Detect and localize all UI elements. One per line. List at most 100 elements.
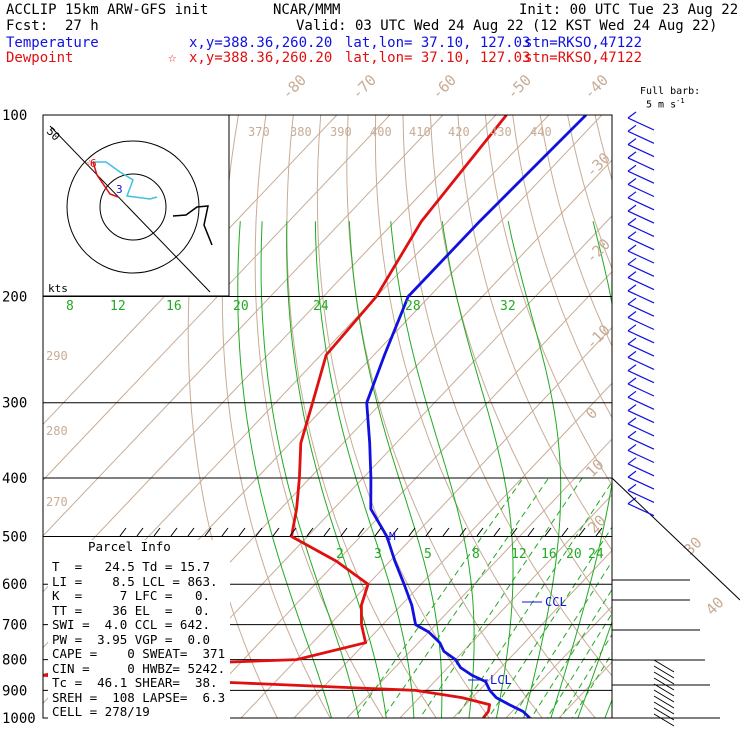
center-label: NCAR/MMM [273,2,341,18]
theta-label: 290 [46,349,68,363]
pressure-tick-label: 300 [2,396,27,412]
dry-adiabat-line [402,115,612,677]
dry-adiabat-line [512,115,612,419]
hatch-mark [221,527,229,537]
parcel-row: T = 24.5 Td = 15.7 [52,559,211,574]
dry-adiabat-line [221,115,331,718]
dry-adiabat-line [623,115,740,731]
hodograph-trace-lower [92,161,119,198]
wind-barb [627,330,655,344]
dewpoint-xy: x,y=388.36,260.20 [189,50,333,66]
wind-barb-flag [627,390,637,398]
hodograph-mark: 6 [90,157,97,170]
isotherm-label: -50 [503,71,535,103]
theta-label: 380 [290,125,312,139]
temperature-profile [365,115,587,718]
hatch-mark [476,527,484,537]
dry-adiabat-line [732,115,740,731]
wind-barb [627,503,655,517]
theta-label: 440 [530,125,552,139]
barb-legend-unit: 5 m s-1 [646,96,685,110]
dry-adiabat-line [254,115,384,718]
wind-barb-low [653,695,675,709]
parcel-row: LI = 8.5 LCL = 863. [52,573,218,589]
isotherm-label: -10 [582,321,614,353]
wind-barb [627,449,655,464]
theta-label: 430 [490,125,512,139]
wind-barb-low [653,659,675,673]
wind-barb-flag [627,470,637,478]
dry-adiabat-line [594,115,612,182]
mixing-ratio-label: 32 [500,299,516,314]
wind-barb-low [653,677,675,691]
wind-barb [627,210,655,224]
wind-barb-low [653,707,675,721]
wind-barb-flag [627,497,637,505]
wind-barb [627,463,655,477]
wind-barb-flag [627,178,637,185]
mixing-ratio-line [419,477,583,718]
isotherm-line [558,661,612,718]
hatch-mark [289,527,297,537]
wind-barb-flag [627,284,637,292]
wind-barb [627,130,655,144]
wind-barb [627,410,655,424]
isotherm-label: -30 [582,149,614,181]
wind-barb-flag [627,124,637,132]
isotherm-label: -70 [348,71,380,103]
wind-barb-flag [627,271,637,279]
isotherm-label: -80 [278,71,310,103]
hatch-mark [425,527,433,537]
wind-barb-flag [627,231,637,239]
wind-barb-flag [627,204,637,212]
wind-barb [627,396,655,410]
wind-barb [627,476,655,490]
temperature-latlon: lat,lon= 37.10, 127.03 [345,35,531,51]
wind-barb [627,237,655,251]
dry-adiabat-line [316,115,490,718]
hatch-mark [442,527,450,537]
wind-barb-flag [627,404,637,412]
mixing-ratio-line [382,477,550,718]
isotherm-label: -60 [428,71,460,103]
lcl-label: LCL [490,673,512,687]
hatch-mark [561,527,569,537]
isotherm-line [346,438,612,718]
wind-barb [627,489,655,503]
ccl-label: CCL [545,595,567,609]
isotherm-label: -40 [580,71,612,103]
hatch-mark [170,527,178,537]
wind-barb-flag [627,430,637,438]
forecast-hour: 27 h [65,18,99,34]
moist-adiabat-line [604,698,612,718]
hatch-mark [578,527,586,537]
parcel-row: CELL = 278/19 [52,704,150,719]
wind-barb [627,356,655,370]
wind-barb-flag [627,244,637,252]
mixing-ratio-label: 8 [66,299,74,314]
moist-adiabat-line [441,221,514,718]
side-guide-line [611,477,740,601]
dry-adiabat-line [484,115,612,487]
wind-barb-flag [627,457,637,465]
hatch-mark [272,527,280,537]
temperature-xy: x,y=388.36,260.20 [189,35,333,51]
mixing-ratio-label: 24 [588,547,604,562]
hatch-mark [595,527,603,537]
wind-barb [627,263,655,277]
hatch-mark [323,527,331,537]
wind-barb-flag [627,217,637,225]
mixing-ratio-line [455,481,612,718]
wind-barb-flag [627,151,637,159]
wind-barb [627,117,655,131]
wind-barb-flag [627,377,637,385]
dry-adiabat-line [429,115,612,615]
init-time: Init: 00 UTC Tue 23 Aug 22 [519,2,739,18]
barb-legend-speed: 5 m s [646,99,677,111]
wind-barb-flag [627,164,637,172]
dry-adiabat-line [677,115,740,731]
pressure-tick-label: 900 [2,683,27,699]
wind-barb-flag [627,444,637,451]
hodograph-unit-label: kts [48,282,68,295]
